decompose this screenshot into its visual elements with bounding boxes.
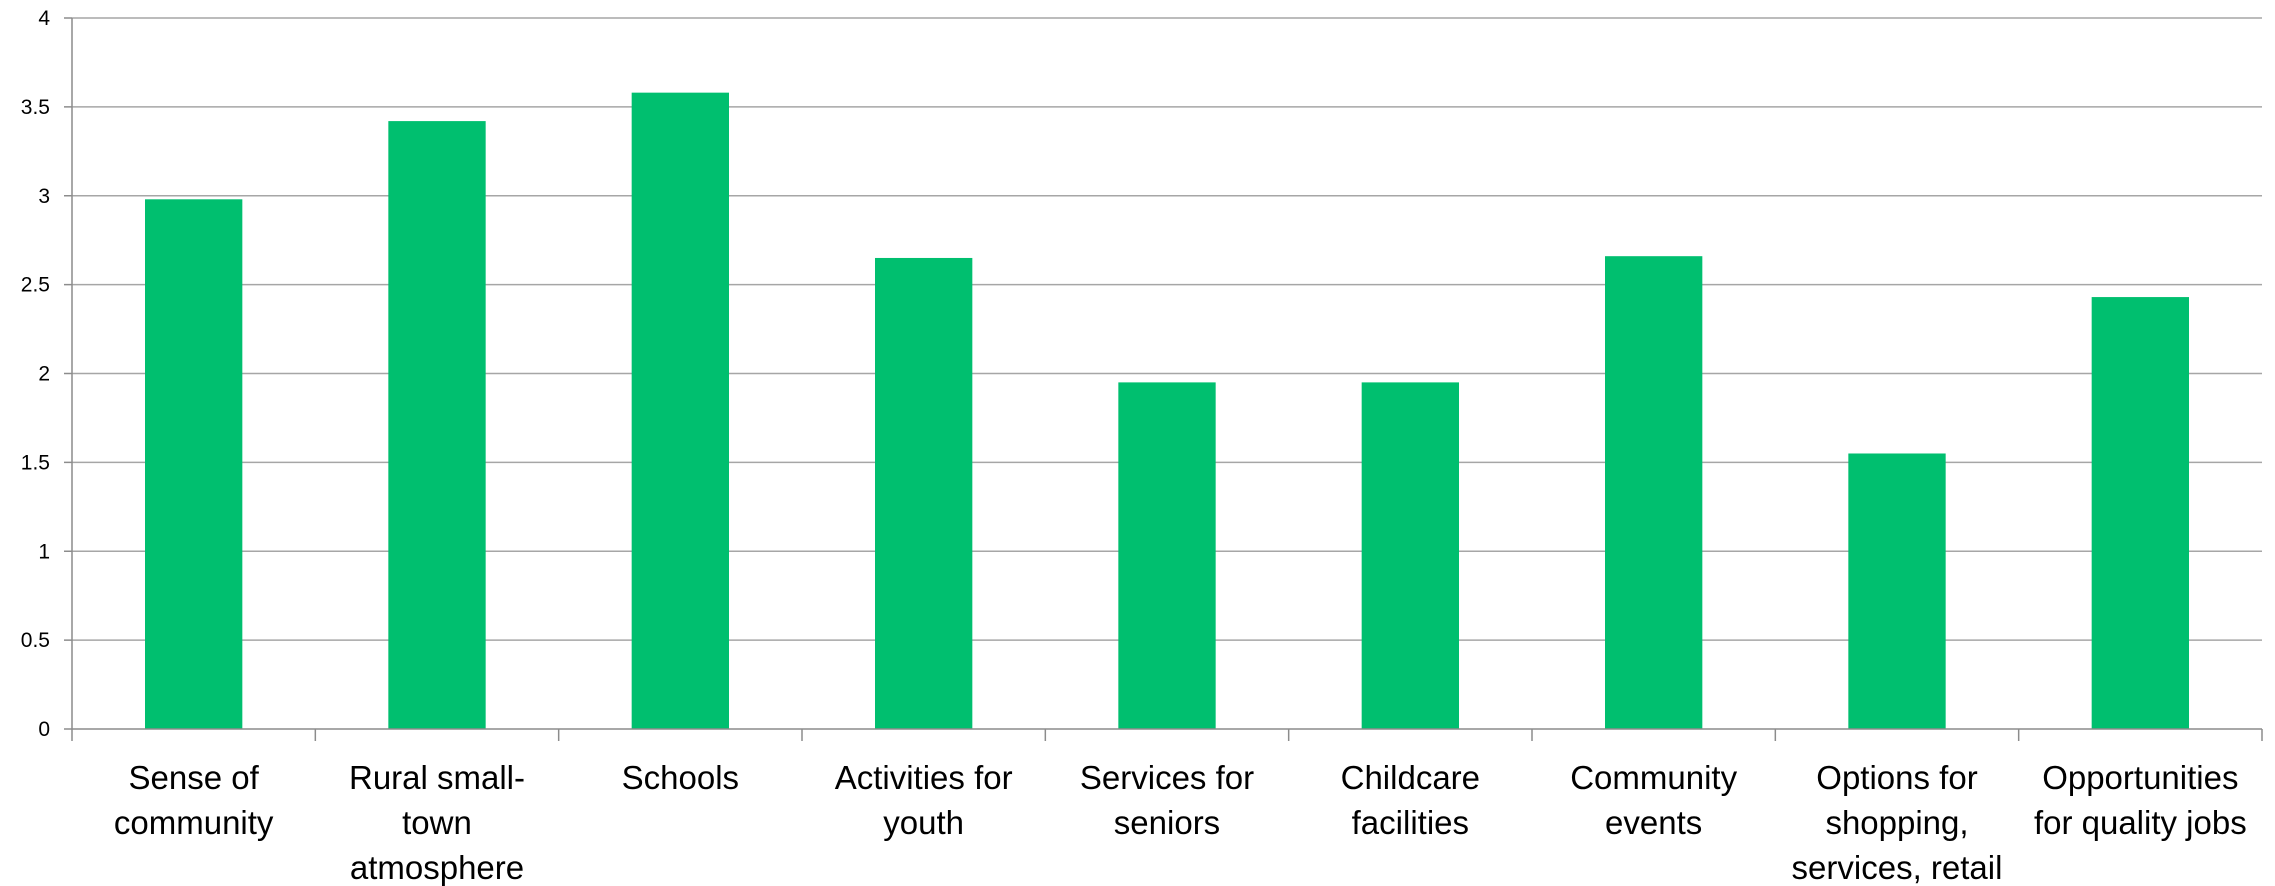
x-tick-label-line: community [114, 804, 274, 841]
y-axis: 0 0.5 1 1.5 2 2.5 3 3.5 4 [21, 7, 73, 741]
bar [1361, 382, 1459, 729]
x-tick-label-line: Community [1570, 759, 1737, 796]
y-tick-label: 0.5 [21, 629, 50, 652]
x-tick-label: Childcare facilities [1341, 759, 1480, 841]
x-tick-label-line: Sense of [129, 759, 260, 796]
x-tick-label-line: youth [883, 804, 964, 841]
bar [631, 92, 729, 729]
bar [2091, 297, 2189, 729]
x-tick-label: Schools [622, 759, 739, 796]
x-tick-label: Rural small-town atmosphere [349, 759, 525, 886]
x-tick-label: Opportunities for quality jobs [2034, 759, 2247, 841]
y-tick-label: 3 [38, 185, 50, 208]
x-tick-label: Community events [1570, 759, 1737, 841]
bar [145, 199, 243, 729]
x-tick-label-line: facilities [1352, 804, 1469, 841]
bars [145, 92, 2189, 730]
y-tick-label: 3.5 [21, 96, 50, 119]
x-tick-label-line: Activities for [835, 759, 1013, 796]
x-tick-label: Services for seniors [1080, 759, 1254, 841]
x-axis: Sense of community Rural small-town atmosph… [71, 728, 2263, 886]
y-tick-label: 1 [38, 540, 50, 563]
bar [1848, 453, 1946, 729]
x-tick-label-line: seniors [1114, 804, 1220, 841]
x-tick-label: Sense of community [114, 759, 274, 841]
y-tick-label: 2.5 [21, 274, 50, 297]
x-tick-label: Activities for youth [835, 759, 1013, 841]
x-tick-label-line: Schools [622, 759, 739, 796]
x-tick-label-line: shopping, [1825, 804, 1968, 841]
x-tick-label-line: atmosphere [350, 849, 524, 886]
y-tick-label: 0 [38, 718, 50, 741]
bar [388, 121, 486, 730]
x-tick-label: Options for shopping, services, retail [1792, 759, 2003, 886]
y-tick-label: 2 [38, 363, 50, 386]
bar [875, 257, 973, 729]
y-tick-label: 1.5 [21, 451, 50, 474]
x-tick-label-line: services, retail [1792, 849, 2003, 886]
x-tick-label-line: Childcare [1341, 759, 1480, 796]
x-tick-label-line: events [1605, 804, 1702, 841]
x-tick-label-line: Options for [1816, 759, 1977, 796]
x-tick-label-line: Rural small- [349, 759, 525, 796]
bar [1605, 256, 1703, 729]
y-tick-label: 4 [38, 7, 50, 30]
x-tick-label-line: Services for [1080, 759, 1254, 796]
x-tick-label-line: town [402, 804, 472, 841]
x-tick-label-line: Opportunities [2042, 759, 2238, 796]
x-tick-label-line: for quality jobs [2034, 804, 2247, 841]
bar [1118, 382, 1216, 729]
